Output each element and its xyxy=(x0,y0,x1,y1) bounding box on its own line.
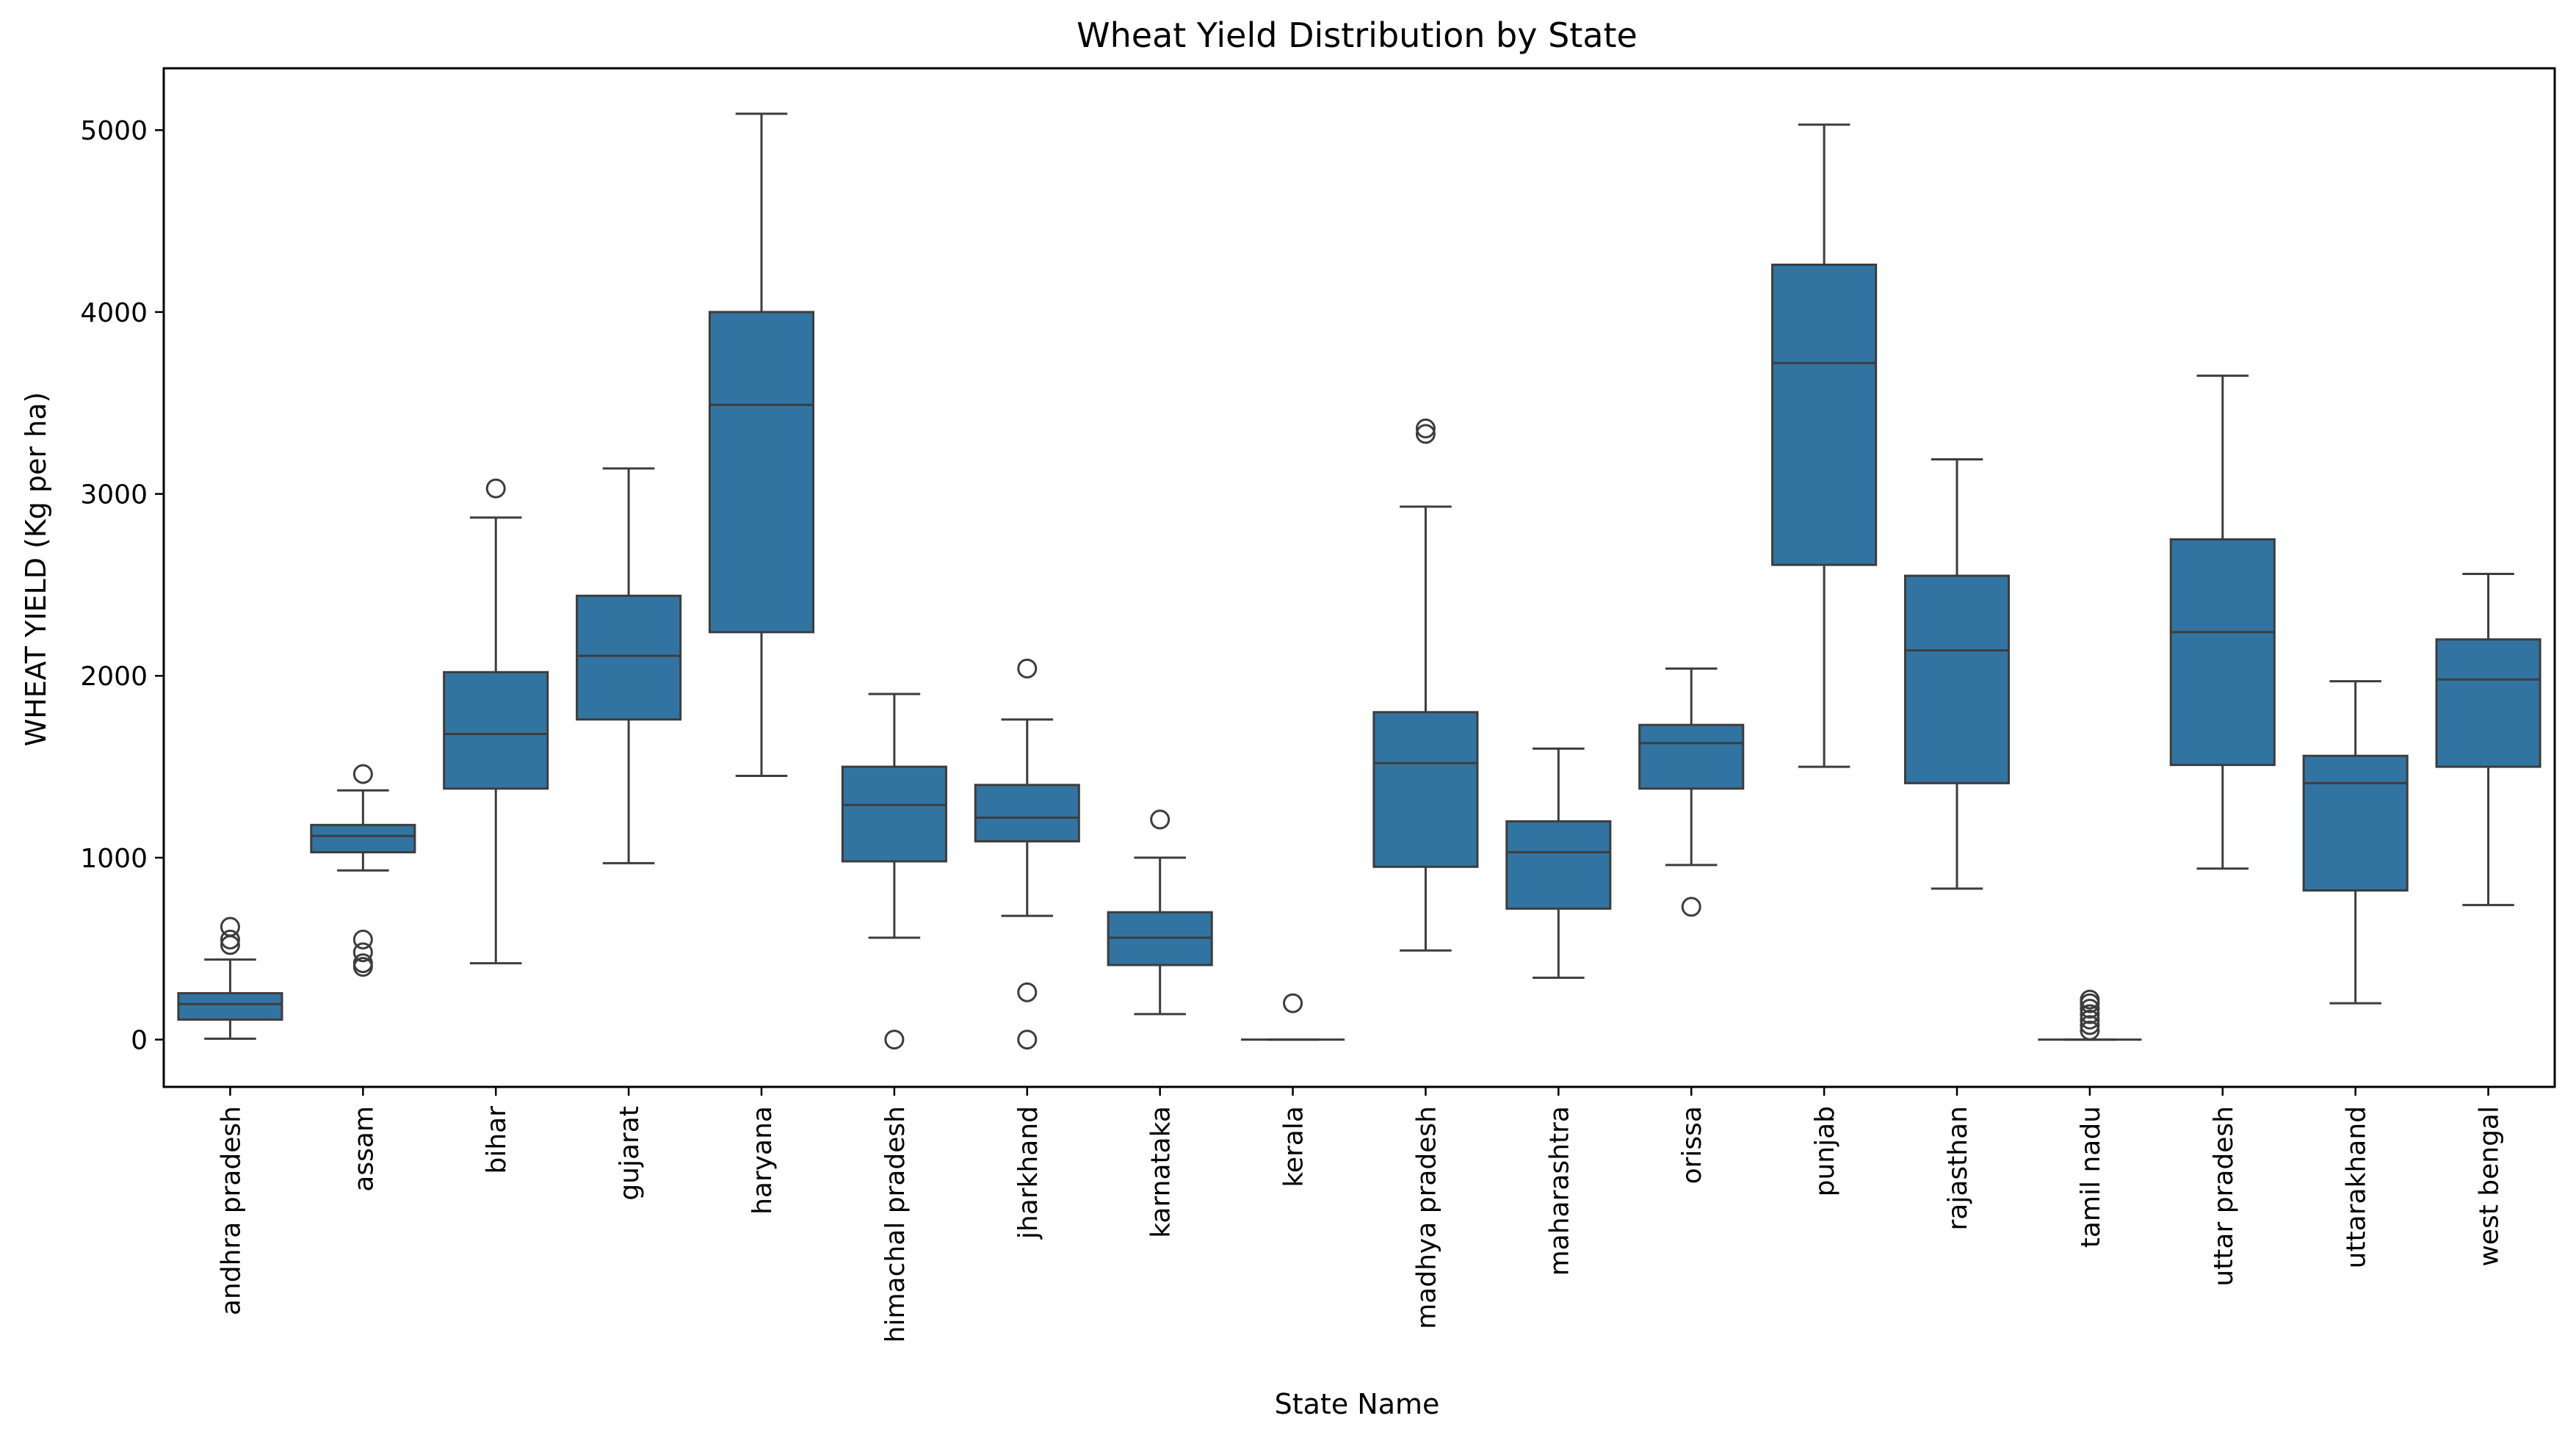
plot-area xyxy=(177,112,2541,1050)
x-tick-label: west bengal xyxy=(2475,1106,2505,1267)
box-group xyxy=(1771,123,1878,768)
box-group xyxy=(2038,989,2142,1041)
box-group xyxy=(708,112,815,777)
outlier-point xyxy=(1415,418,1436,438)
iqr-box xyxy=(1638,723,1745,790)
box-group xyxy=(1638,667,1745,917)
outlier-point xyxy=(2080,989,2100,1010)
iqr-box xyxy=(576,594,682,721)
y-axis-title: WHEAT YIELD (Kg per ha) xyxy=(20,392,52,747)
outlier-point xyxy=(220,929,240,950)
iqr-box xyxy=(1903,574,2011,784)
box-group xyxy=(1372,418,1479,952)
iqr-box xyxy=(1771,263,1878,566)
outlier-point xyxy=(352,953,373,974)
x-tick-label: himachal pradesh xyxy=(880,1106,911,1342)
box-group xyxy=(1107,809,1213,1016)
outlier-point xyxy=(1283,993,1303,1013)
box-group xyxy=(841,693,947,1050)
box-group xyxy=(177,917,283,1040)
iqr-box xyxy=(443,670,549,790)
x-axis: andhra pradesh assam bihar gujarat haryana hi… xyxy=(216,1087,2505,1342)
box-group xyxy=(1241,993,1345,1041)
box-group xyxy=(443,478,549,965)
outlier-point xyxy=(485,478,506,499)
x-tick-label: tamil nadu xyxy=(2076,1106,2106,1248)
outlier-point xyxy=(220,917,240,937)
chart-title: Wheat Yield Distribution by State xyxy=(1077,15,1638,55)
x-tick-label: punjab xyxy=(1810,1106,1840,1196)
y-tick-label: 5000 xyxy=(80,116,148,146)
x-tick-label: rajasthan xyxy=(1943,1106,1973,1231)
y-tick-label: 2000 xyxy=(80,662,148,692)
outlier-point xyxy=(884,1030,905,1050)
x-tick-label: maharashtra xyxy=(1544,1106,1574,1276)
iqr-box xyxy=(974,784,1080,843)
x-tick-label: bihar xyxy=(482,1106,512,1174)
y-axis: 0 1000 2000 3000 4000 5000 xyxy=(80,116,164,1056)
outlier-point xyxy=(352,942,373,963)
outlier-point xyxy=(1017,1030,1038,1050)
box-group xyxy=(576,467,682,864)
outlier-point xyxy=(1017,982,1038,1002)
box-group xyxy=(2435,573,2541,906)
iqr-box xyxy=(310,823,416,853)
x-tick-label: uttarakhand xyxy=(2342,1106,2372,1268)
outlier-point xyxy=(2080,1015,2100,1035)
plot-frame xyxy=(162,67,2556,1088)
x-tick-label: gujarat xyxy=(615,1106,645,1201)
outlier-point xyxy=(2080,1004,2100,1024)
y-tick-label: 0 xyxy=(131,1026,148,1056)
box-group xyxy=(2169,375,2276,870)
iqr-box xyxy=(177,991,283,1021)
x-axis-title: State Name xyxy=(1275,1388,1440,1420)
x-tick-label: orissa xyxy=(1677,1106,1707,1184)
box-group xyxy=(2302,680,2409,1005)
outlier-point xyxy=(2080,998,2100,1019)
iqr-box xyxy=(2302,754,2409,892)
y-tick-label: 4000 xyxy=(80,298,148,328)
outlier-point xyxy=(1150,809,1171,830)
outlier-point xyxy=(2080,1009,2100,1030)
iqr-box xyxy=(841,765,947,863)
x-tick-label: kerala xyxy=(1279,1106,1309,1187)
y-tick-label: 1000 xyxy=(80,844,148,874)
box-group xyxy=(1903,458,2011,890)
x-tick-label: uttar pradesh xyxy=(2209,1106,2239,1287)
outlier-point xyxy=(2080,1020,2100,1041)
x-tick-label: madhya pradesh xyxy=(1411,1106,1441,1329)
x-tick-label: haryana xyxy=(748,1106,778,1215)
iqr-box xyxy=(708,311,815,634)
x-tick-label: assam xyxy=(349,1106,379,1192)
outlier-point xyxy=(352,764,373,784)
iqr-box xyxy=(1372,711,1479,868)
outlier-point xyxy=(1415,424,1436,444)
iqr-box xyxy=(1505,820,1612,910)
outlier-point xyxy=(1017,658,1038,679)
iqr-box xyxy=(2435,638,2541,768)
iqr-box xyxy=(2169,538,2276,767)
x-tick-label: andhra pradesh xyxy=(216,1106,246,1315)
outlier-point xyxy=(1681,897,1701,917)
outlier-point xyxy=(352,929,373,950)
x-tick-label: karnataka xyxy=(1146,1106,1176,1238)
box-group xyxy=(310,764,416,977)
x-tick-label: jharkhand xyxy=(1013,1106,1043,1240)
y-tick-label: 3000 xyxy=(80,480,148,510)
box-group xyxy=(974,658,1080,1050)
box-group xyxy=(1505,747,1612,979)
